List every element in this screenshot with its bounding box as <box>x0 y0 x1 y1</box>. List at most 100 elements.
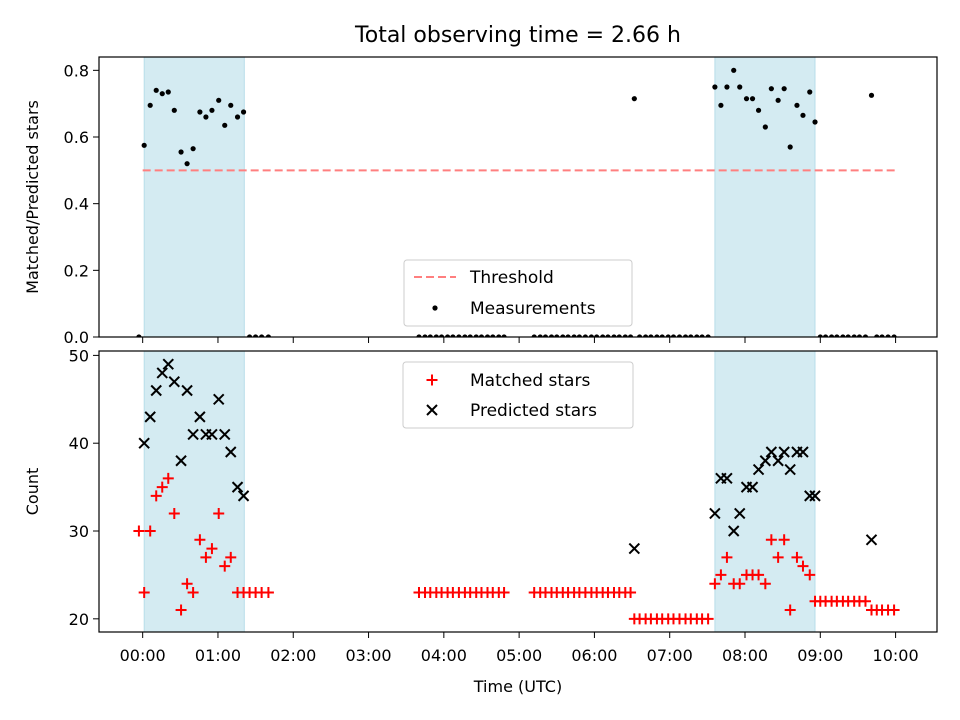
matched-star-point <box>150 490 162 502</box>
matched-star-point <box>168 507 180 519</box>
observing-window-band <box>143 351 245 632</box>
matched-star-point <box>709 578 721 590</box>
predicted-star-point <box>206 428 218 441</box>
matched-star-point <box>797 560 809 572</box>
predicted-star-point <box>181 384 193 397</box>
predicted-star-point <box>150 384 162 397</box>
matched-star-point <box>721 551 733 563</box>
measurement-point <box>240 109 247 115</box>
matched-star-point <box>206 543 218 555</box>
measurement-point <box>433 334 439 337</box>
predicted-star-point <box>765 446 778 458</box>
measurement-point <box>648 334 654 337</box>
plot-area <box>136 57 897 337</box>
measurement-point <box>874 334 880 337</box>
predicted-star-point <box>721 472 733 485</box>
predicted-star-point <box>746 481 759 493</box>
measurement-point <box>807 89 813 95</box>
predicted-star-point <box>187 428 199 441</box>
x-tick-label: 10:00 <box>873 646 919 665</box>
measurement-point <box>438 334 445 337</box>
matched-star-point <box>702 613 714 625</box>
legend-box <box>402 361 634 429</box>
measurement-point <box>627 334 634 337</box>
measurement-point <box>450 334 456 337</box>
measurement-point <box>496 334 502 337</box>
measurement-point <box>856 334 863 337</box>
measurement-point <box>712 84 718 90</box>
matched-star-point <box>187 586 199 598</box>
x-tick-label: 00:00 <box>120 646 166 665</box>
matched-star-point <box>262 586 274 598</box>
x-tick-label: 06:00 <box>571 646 617 665</box>
measurement-point <box>800 112 806 118</box>
measurement-point <box>834 334 840 337</box>
measurement-point <box>184 161 190 167</box>
matched-star-point <box>200 551 212 563</box>
measurement-point <box>228 102 234 108</box>
measurement-point <box>422 334 428 337</box>
legend: Matched stars Predicted stars <box>402 361 634 429</box>
predicted-star-point <box>237 490 250 502</box>
matched-star-point <box>133 525 145 537</box>
matched-star-point <box>498 586 510 598</box>
plot-area <box>133 351 900 632</box>
y-axis-label: Matched/Predicted stars <box>23 100 42 294</box>
legend-box <box>403 259 633 327</box>
y-tick-label: 0.0 <box>64 328 89 347</box>
measurement-point <box>141 142 147 148</box>
matched-star-point <box>734 578 746 590</box>
matched-star-point <box>784 604 796 616</box>
measurement-point <box>755 107 762 113</box>
measurement-point <box>879 334 885 337</box>
matched-star-point <box>625 586 637 598</box>
measurement-point <box>781 86 787 92</box>
top-panel: 0.0 0.2 0.4 0.6 0.8 Matched/Predicted stars Th… <box>23 56 938 347</box>
measurement-point <box>190 146 196 152</box>
measurement-point <box>840 334 846 337</box>
predicted-star-point <box>194 411 206 423</box>
matched-star-point <box>219 560 231 572</box>
predicted-star-point <box>865 534 878 546</box>
legend: Threshold Measurements <box>403 259 633 327</box>
observing-window-band <box>714 57 816 337</box>
observing-window-band <box>143 57 245 337</box>
predicted-star-point <box>709 507 721 520</box>
predicted-star-point <box>156 367 168 379</box>
predicted-star-point <box>225 446 237 458</box>
measurement-point <box>265 334 272 337</box>
measurement-point <box>868 92 875 98</box>
measurement-point <box>891 334 897 337</box>
matched-star-point <box>194 534 206 546</box>
measurement-point <box>171 107 177 113</box>
measurement-point <box>787 144 793 150</box>
measurement-point <box>490 334 496 337</box>
y-tick-label: 20 <box>69 610 89 629</box>
legend-label-matched: Matched stars <box>470 371 590 391</box>
measurement-point <box>845 334 851 337</box>
measurement-point <box>636 334 643 337</box>
axes-frame <box>98 350 938 633</box>
measurement-point <box>885 334 891 337</box>
measurement-point <box>531 334 537 337</box>
measurement-point <box>605 334 611 337</box>
y-tick-label: 50 <box>69 346 89 365</box>
x-tick-label: 05:00 <box>496 646 542 665</box>
measurement-point <box>731 67 737 73</box>
measurement-point <box>705 334 711 337</box>
y-tick-label: 40 <box>69 434 89 453</box>
measurement-point <box>234 114 241 120</box>
legend-matched-swatch <box>426 374 438 386</box>
predicted-star-point <box>144 411 156 423</box>
matched-star-point <box>791 551 803 563</box>
measurement-point <box>560 334 566 337</box>
predicted-star-point <box>759 455 772 467</box>
bottom-panel: 20 30 40 50 00:00 01:00 02:00 03:00 04:00 05:00 06… <box>23 346 938 696</box>
measurement-point <box>794 102 800 108</box>
measurement-point <box>153 87 159 93</box>
measurement-point <box>165 89 171 95</box>
predicted-star-point <box>784 463 796 476</box>
measurement-point <box>136 334 142 337</box>
measurement-point <box>631 96 637 102</box>
measurement-point <box>622 334 628 337</box>
